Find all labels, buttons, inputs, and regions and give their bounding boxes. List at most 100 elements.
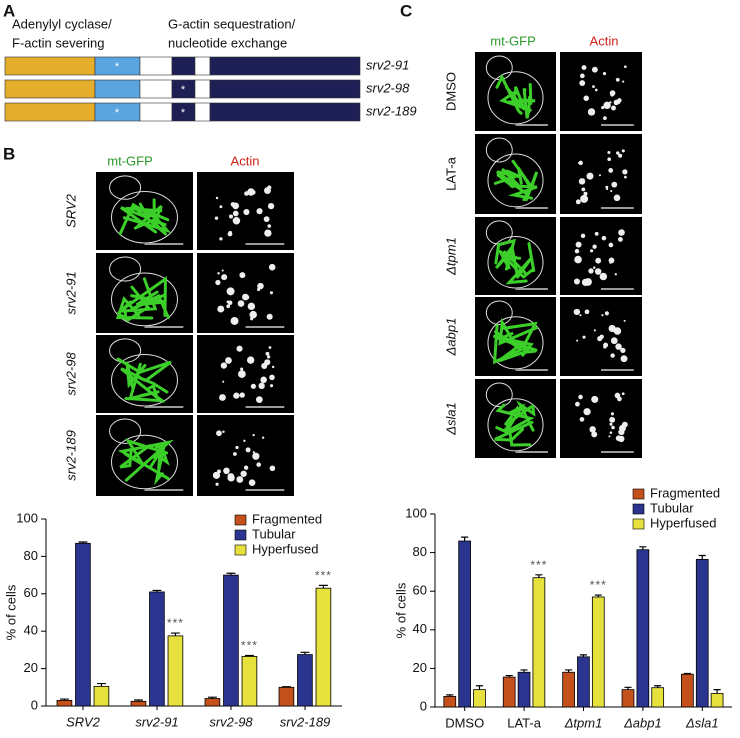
mitochondria [128,362,160,401]
bar [149,591,165,707]
mitochondria [494,420,534,442]
actin-patch [575,401,580,407]
row-label: srv2-91 [63,271,78,314]
actin-patch [602,71,607,76]
mitochondria [496,249,525,278]
error-bar [579,654,588,657]
actin-patch [247,188,255,196]
y-axis-label: % of cells [393,582,408,638]
actin-patch [267,224,272,228]
actin-patch [613,194,621,202]
mitochondria [504,85,526,111]
significance: *** [315,569,332,583]
actin-patch [591,395,599,403]
actin-patch [580,233,586,239]
mitochondria [153,445,166,486]
micrograph [560,134,642,214]
actin-patch [609,416,616,423]
mitochondria [507,98,536,106]
error-bar [281,686,291,688]
mitochondria [492,334,538,357]
actin-patch [233,452,237,456]
bar [443,695,457,708]
domain-segment [94,79,141,99]
bar [223,574,239,707]
x-tick-label: srv2-98 [209,714,253,729]
actin-patch [622,169,628,175]
actin-patch [595,257,602,264]
actin-patch [267,355,271,359]
actin-patch [219,237,223,241]
actin-patch [264,229,272,237]
actin-patch [243,465,249,470]
actin-patch [237,300,245,307]
bar [651,687,665,708]
bar [502,676,516,708]
mitochondria [115,295,154,320]
row-label: Δsla1 [443,402,458,436]
bar [204,698,221,707]
error-bar [152,589,162,592]
legend-swatch [632,518,645,530]
cell-outline [485,382,513,408]
actin-patch [575,199,581,205]
mitochondria [496,173,517,189]
actin-patch [269,465,276,472]
mitochondria [123,276,168,318]
domain-segment [4,56,96,76]
actin-patch [574,248,580,254]
cell-outline [487,153,544,208]
y-tick-label: 40 [413,621,427,636]
actin-patch [240,367,244,371]
cell-outline [487,316,544,370]
actin-patch [611,425,615,430]
error-bar [683,672,691,675]
cell-outline [111,434,178,490]
actin-patch [228,230,232,235]
error-bar [59,698,69,701]
panel-label: B [3,144,15,163]
actin-patch [243,208,250,216]
actin-patch [621,149,625,153]
actin-patch [614,273,617,276]
domain-segment [139,56,173,76]
actin-patch [579,417,585,422]
column-label: Actin [231,153,260,168]
actin-patch [215,279,221,286]
error-bar [594,594,602,597]
actin-patch [221,269,224,272]
micrograph [197,253,294,333]
row-label: Δabp1 [443,318,458,357]
mitochondria [495,403,535,431]
actin-patch [591,431,598,438]
actin-patch [250,383,256,389]
actin-patch [269,374,275,381]
actin-patch [610,412,614,416]
actin-patch [608,435,611,438]
actin-patch [593,266,596,269]
error-bar [244,654,254,657]
domain-segment [209,102,361,122]
mutation-marker: * [181,107,186,119]
mitochondria [497,346,537,363]
actin-patch [613,99,620,106]
panel-label: C [400,1,412,20]
actin-patch [576,339,579,342]
domain-label: F-actin severing [12,35,104,50]
actin-patch [588,268,594,274]
actin-patch [580,194,589,203]
actin-patch [615,77,620,82]
mitochondria [522,242,536,279]
actin-patch [608,167,614,173]
actin-patch [236,345,243,352]
actin-patch [240,470,247,477]
bar [56,699,73,707]
actin-patch [583,95,589,101]
domain-segment [171,56,196,76]
domain-segment [209,56,361,76]
actin-patch [609,101,612,104]
actin-patch [579,80,586,86]
actin-patch [607,157,612,162]
actin-patch [575,241,582,248]
domain-segment [139,79,173,99]
